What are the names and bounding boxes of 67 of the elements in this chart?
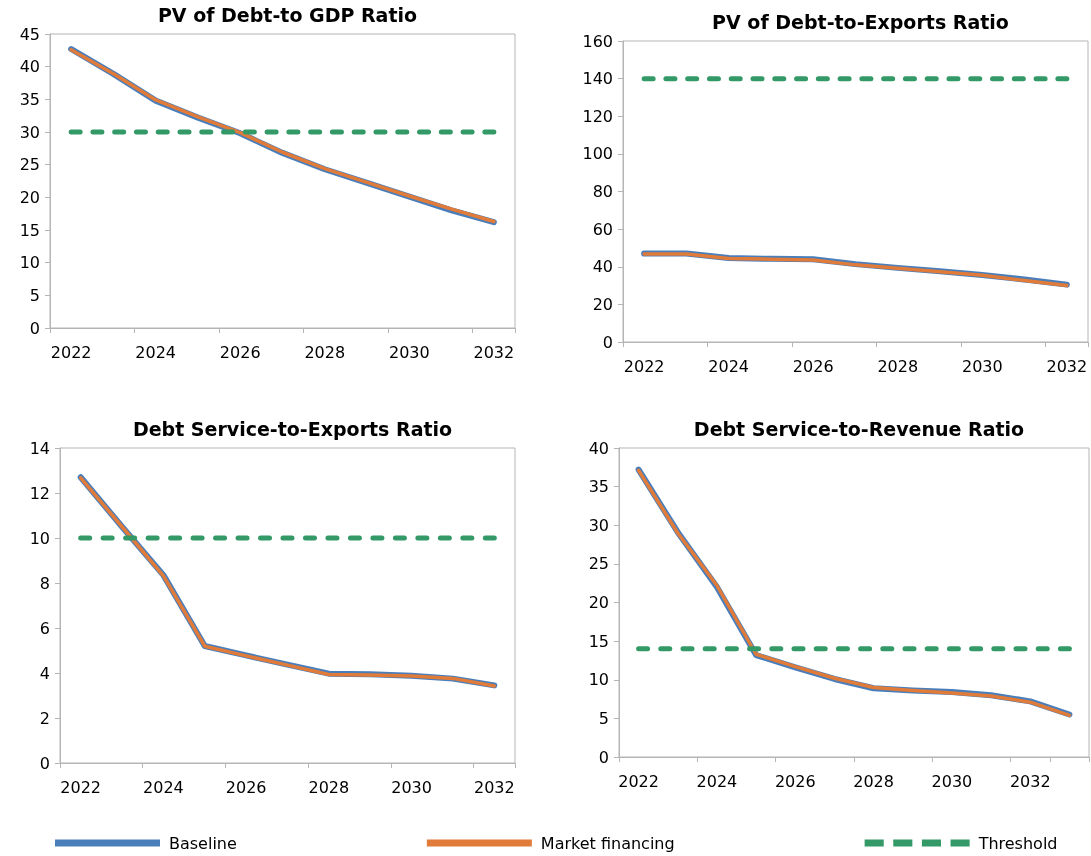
y-tick-label: 25 xyxy=(19,155,40,175)
y-tick-label: 12 xyxy=(29,483,50,503)
x-tick-label: 2032 xyxy=(1009,771,1051,791)
x-tick-label: 2032 xyxy=(1046,356,1088,376)
y-tick-label: 6 xyxy=(39,618,50,638)
x-tick-label: 2028 xyxy=(853,771,894,791)
x-tick-label: 2030 xyxy=(388,342,430,362)
x-tick-label: 2026 xyxy=(774,771,816,791)
y-tick-label: 10 xyxy=(19,253,40,273)
y-tick-label: 10 xyxy=(29,528,50,548)
chart-title: PV of Debt-to-Exports Ratio xyxy=(712,10,1009,33)
x-tick-label: 2024 xyxy=(135,342,177,362)
y-tick-label: 140 xyxy=(582,69,613,89)
legend-label: Market financing xyxy=(540,833,675,853)
y-tick-label: 14 xyxy=(29,438,50,458)
y-tick-label: 0 xyxy=(598,747,609,767)
y-tick-label: 35 xyxy=(19,89,40,109)
x-tick-label: 2024 xyxy=(708,356,750,376)
x-tick-label: 2024 xyxy=(143,777,184,797)
x-tick-label: 2026 xyxy=(792,356,834,376)
y-tick-label: 0 xyxy=(39,753,50,773)
y-tick-label: 25 xyxy=(588,554,609,574)
y-tick-label: 4 xyxy=(39,663,50,683)
x-tick-label: 2028 xyxy=(304,342,346,362)
chart-title: Debt Service-to-Exports Ratio xyxy=(132,417,453,440)
y-tick-label: 0 xyxy=(602,332,613,352)
x-tick-label: 2032 xyxy=(473,342,515,362)
y-tick-label: 80 xyxy=(592,182,613,201)
y-tick-label: 20 xyxy=(592,294,613,314)
legend-label: Threshold xyxy=(977,833,1058,853)
y-tick-label: 10 xyxy=(588,670,609,690)
y-tick-label: 160 xyxy=(582,31,613,51)
y-tick-label: 20 xyxy=(19,187,40,207)
y-tick-label: 40 xyxy=(592,257,613,277)
x-tick-label: 2030 xyxy=(391,777,432,797)
y-tick-label: 60 xyxy=(592,219,613,239)
x-tick-label: 2032 xyxy=(473,777,515,797)
x-tick-label: 2022 xyxy=(50,342,92,362)
x-tick-label: 2030 xyxy=(961,356,1003,376)
y-tick-label: 120 xyxy=(582,106,613,126)
y-tick-label: 30 xyxy=(19,122,40,142)
chart-title: PV of Debt-to GDP Ratio xyxy=(157,3,418,26)
y-tick-label: 100 xyxy=(582,144,613,164)
y-tick-label: 2 xyxy=(39,708,50,728)
x-tick-label: 2028 xyxy=(877,356,919,376)
y-tick-label: 0 xyxy=(29,318,40,338)
y-tick-label: 30 xyxy=(588,515,609,535)
x-tick-label: 2028 xyxy=(308,777,350,797)
y-tick-label: 40 xyxy=(19,57,40,77)
y-tick-label: 15 xyxy=(588,631,609,651)
x-tick-label: 2022 xyxy=(60,777,102,797)
x-tick-label: 2030 xyxy=(931,771,973,791)
y-tick-label: 5 xyxy=(29,285,40,305)
chart-title: Debt Service-to-Revenue Ratio xyxy=(693,417,1025,440)
y-tick-label: 5 xyxy=(598,708,609,728)
legend-label: Baseline xyxy=(169,833,237,853)
x-tick-label: 2024 xyxy=(696,771,738,791)
x-tick-label: 2026 xyxy=(225,777,267,797)
x-tick-label: 2022 xyxy=(623,356,665,376)
y-tick-label: 40 xyxy=(588,438,609,458)
y-tick-label: 45 xyxy=(19,24,40,44)
x-tick-label: 2022 xyxy=(618,771,659,791)
y-tick-label: 35 xyxy=(588,477,609,497)
x-tick-label: 2026 xyxy=(219,342,261,362)
y-tick-label: 20 xyxy=(588,593,609,612)
y-tick-label: 15 xyxy=(19,220,40,240)
y-tick-label: 8 xyxy=(39,573,50,593)
